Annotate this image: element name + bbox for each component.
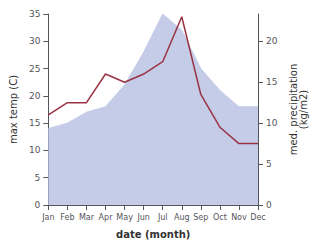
svg-text:Feb: Feb	[60, 213, 74, 222]
svg-text:0: 0	[35, 200, 41, 210]
svg-text:20: 20	[29, 91, 41, 101]
svg-text:35: 35	[29, 9, 40, 19]
svg-text:10: 10	[29, 145, 41, 155]
svg-text:date (month): date (month)	[116, 229, 190, 240]
svg-text:Dec: Dec	[250, 213, 265, 222]
svg-text:Apr: Apr	[99, 213, 114, 222]
svg-text:15: 15	[29, 118, 40, 128]
svg-text:25: 25	[29, 64, 40, 74]
svg-text:5: 5	[35, 173, 41, 183]
svg-text:Sep: Sep	[193, 213, 208, 222]
svg-text:10: 10	[266, 118, 278, 128]
svg-text:May: May	[116, 213, 133, 222]
svg-text:15: 15	[266, 77, 277, 87]
svg-text:0: 0	[266, 200, 272, 210]
svg-text:med. precipitation: med. precipitation	[287, 63, 299, 156]
svg-text:Jul: Jul	[157, 213, 168, 222]
svg-text:Aug: Aug	[174, 213, 190, 222]
svg-text:Jun: Jun	[136, 213, 150, 222]
svg-text:(kg/m2): (kg/m2)	[298, 90, 309, 130]
svg-text:5: 5	[266, 159, 272, 169]
svg-text:Mar: Mar	[79, 213, 95, 222]
svg-text:Jan: Jan	[41, 213, 54, 222]
svg-text:Oct: Oct	[213, 213, 227, 222]
svg-text:Nov: Nov	[231, 213, 247, 222]
svg-text:30: 30	[29, 36, 41, 46]
svg-text:max temp (C): max temp (C)	[8, 75, 19, 144]
svg-text:20: 20	[266, 36, 278, 46]
